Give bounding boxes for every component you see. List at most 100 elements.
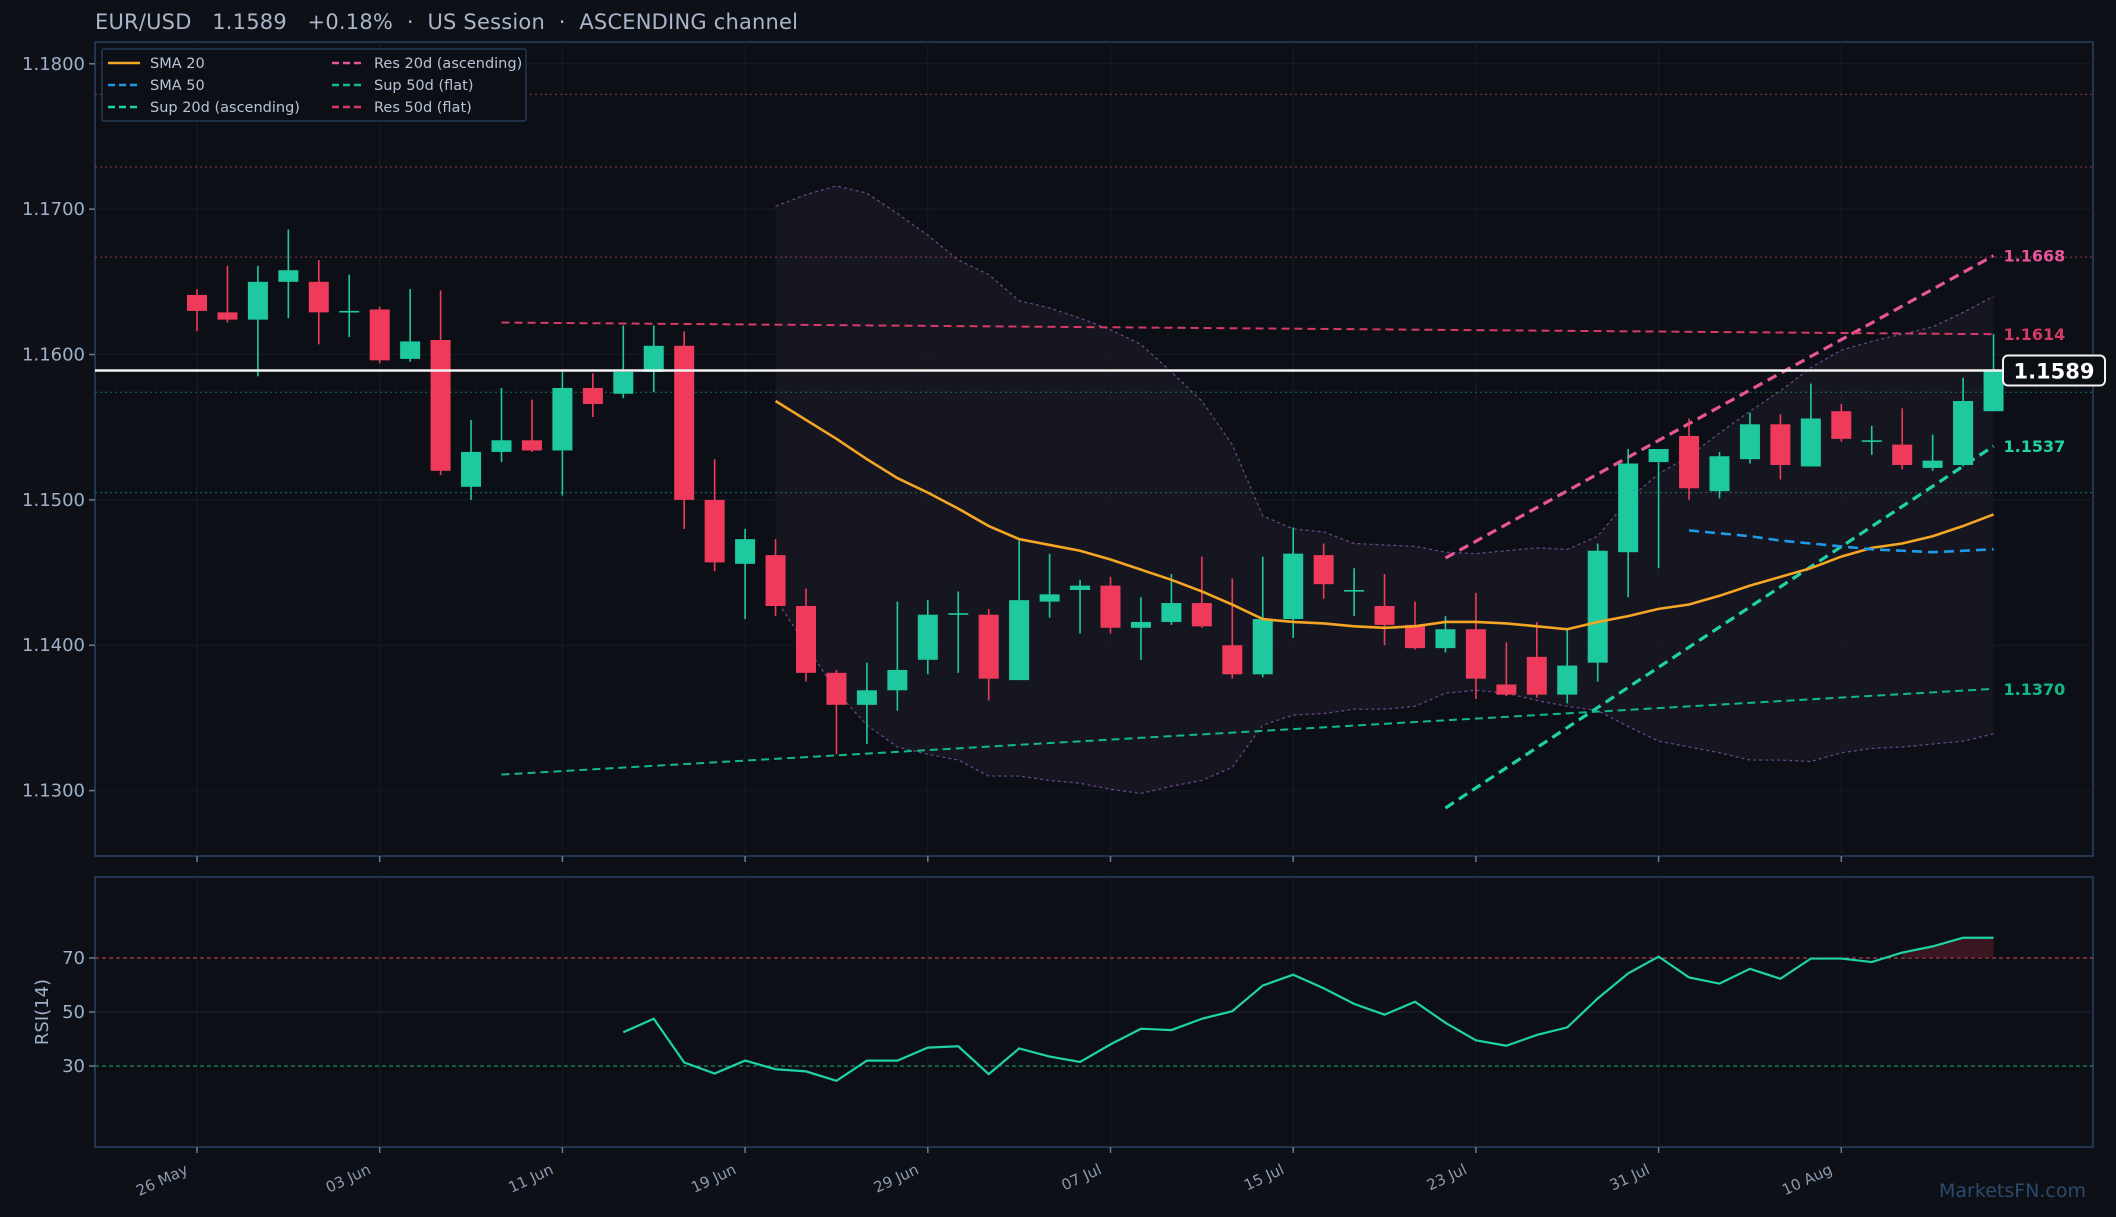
candle: [1953, 377, 1974, 467]
candle: [521, 399, 542, 452]
candle-body: [948, 613, 969, 615]
trend-line: [1444, 444, 1995, 810]
trend-line-label: 1.1614: [2004, 325, 2066, 344]
candle-body: [1070, 585, 1091, 590]
y-tick-label: 1.1500: [22, 490, 85, 511]
candle-body: [1648, 449, 1669, 463]
legend-box: [101, 48, 527, 122]
x-tick-label: 11 Jun: [506, 1160, 556, 1196]
watermark: MarketsFN.com: [1939, 1180, 2086, 1202]
sma20-line: [774, 399, 1995, 631]
candle-body: [1709, 456, 1730, 492]
candle-body: [1557, 665, 1578, 695]
y-tick-label: 1.1600: [22, 345, 85, 366]
candle: [400, 289, 421, 362]
candle-body: [1861, 440, 1882, 442]
candle-body: [1283, 553, 1304, 620]
candle-body: [552, 387, 573, 451]
candle: [1374, 574, 1395, 646]
candle-body: [765, 555, 786, 606]
candle-body: [917, 614, 938, 660]
candle-body: [369, 309, 390, 361]
x-tick-label: 15 Jul: [1241, 1160, 1287, 1194]
candle-body: [308, 281, 329, 313]
candle: [1344, 568, 1365, 617]
candle-body: [1618, 463, 1639, 553]
candle-body: [887, 669, 908, 691]
candle-body: [1800, 418, 1821, 467]
rsi-overbought-fill: [1902, 937, 1994, 958]
sma50-line: [1688, 529, 1994, 554]
candle: [491, 387, 512, 463]
y-tick-label: 1.1700: [22, 199, 85, 220]
x-tick-label: 31 Jul: [1607, 1160, 1653, 1194]
candle: [948, 591, 969, 673]
candle: [1861, 425, 1882, 455]
trend-line-label: 1.1668: [2004, 247, 2066, 266]
candle-body: [643, 345, 664, 372]
bollinger-band: [775, 185, 1994, 794]
candle: [1465, 592, 1486, 700]
candle: [978, 608, 999, 701]
candle-body: [826, 672, 847, 705]
price-label: 1.1589: [212, 10, 287, 34]
candle-body: [521, 440, 542, 451]
candle-body: [796, 605, 816, 673]
candle-body: [217, 312, 238, 320]
candle-body: [1953, 401, 1974, 465]
legend-label: Sup 20d (ascending): [150, 100, 300, 116]
x-tick-label: 23 Jul: [1424, 1160, 1470, 1194]
candle-body: [430, 339, 451, 471]
trend-line-label: 1.1537: [2004, 437, 2066, 456]
candle: [1100, 576, 1121, 634]
candle: [1983, 334, 2004, 412]
candle-body: [1009, 600, 1030, 681]
candle-body: [1983, 370, 2004, 412]
candle: [1252, 556, 1273, 678]
candle-body: [1374, 605, 1395, 625]
x-tick-label: 29 Jun: [871, 1160, 921, 1196]
candle-body: [1252, 619, 1273, 675]
candle: [278, 229, 299, 319]
rsi-y-tick-label: 70: [62, 948, 85, 969]
candle: [1800, 383, 1821, 467]
candle: [856, 662, 877, 745]
y-tick-label: 1.1400: [22, 635, 85, 656]
candle-body: [704, 499, 725, 563]
candle-body: [1496, 684, 1517, 695]
trend-line: [501, 687, 1994, 776]
x-tick-label: 10 Aug: [1779, 1160, 1835, 1199]
x-tick-label: 03 Jun: [323, 1160, 373, 1196]
y-tick-label: 1.1800: [22, 54, 85, 75]
candle: [917, 600, 938, 675]
candle: [1161, 574, 1182, 625]
candle-body: [1191, 603, 1212, 627]
candle: [1587, 543, 1608, 682]
current-price-box: [2002, 354, 2106, 387]
candle: [187, 289, 207, 332]
candle-body: [247, 281, 268, 320]
candle: [735, 528, 756, 620]
candle-body: [582, 387, 603, 404]
candle-body: [978, 614, 999, 679]
candle-body: [1313, 555, 1334, 585]
candle-body: [1435, 629, 1456, 649]
candle-body: [1526, 656, 1547, 695]
candle: [1739, 412, 1760, 464]
candle-body: [1465, 629, 1486, 679]
rsi-y-tick-label: 30: [62, 1056, 85, 1077]
candle-body: [278, 270, 299, 282]
x-tick-label: 26 May: [133, 1160, 190, 1200]
candle: [1313, 543, 1334, 599]
change-label: +0.18%: [307, 10, 394, 34]
candle-body: [1679, 435, 1700, 489]
legend-label: SMA 20: [150, 56, 205, 72]
candle: [308, 260, 329, 345]
candle-body: [1770, 424, 1791, 465]
candle: [1618, 449, 1639, 598]
legend-label: Res 20d (ascending): [374, 56, 522, 72]
candle: [1892, 408, 1913, 470]
candle-body: [613, 371, 634, 394]
candle: [704, 459, 725, 572]
